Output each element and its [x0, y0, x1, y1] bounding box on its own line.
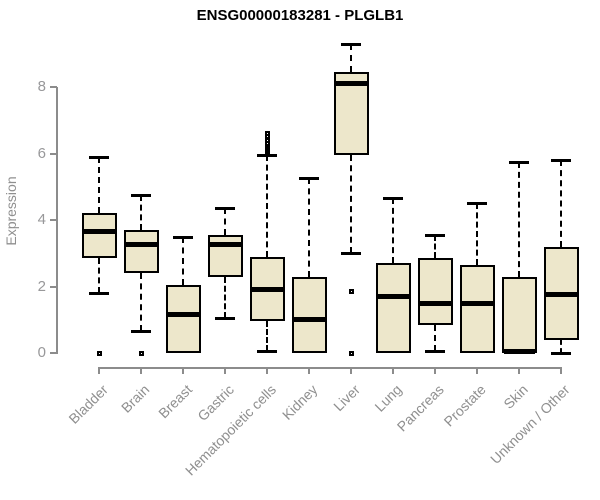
- whisker-lower-pancreas: [434, 324, 436, 352]
- x-tick-label-prostate: Prostate: [440, 381, 489, 430]
- boxplot-skin: [501, 276, 537, 353]
- boxplot-pancreas: [417, 258, 453, 325]
- y-axis-line: [56, 87, 58, 354]
- x-tick-label-kidney: Kidney: [279, 381, 321, 423]
- x-axis-tick: [560, 368, 562, 374]
- whisker-upper-brain: [140, 195, 142, 230]
- median-line-prostate: [461, 300, 493, 306]
- x-axis-tick: [224, 368, 226, 374]
- median-line-pancreas: [419, 300, 451, 306]
- boxplot-breast: [165, 284, 201, 353]
- outlier-marker-bladder: [96, 350, 102, 356]
- y-axis-tick: [50, 86, 57, 88]
- whisker-cap-upper-liver: [341, 42, 361, 46]
- whisker-cap-upper-gastric: [215, 207, 235, 211]
- y-axis-tick: [50, 352, 57, 354]
- y-tick-label: 4: [37, 211, 46, 228]
- whisker-cap-upper-pancreas: [425, 233, 445, 237]
- median-line-unknown-other: [545, 292, 577, 298]
- median-line-skin: [503, 348, 535, 354]
- y-axis-tick: [50, 152, 57, 155]
- x-tick-label-skin: Skin: [500, 381, 531, 412]
- x-tick-label-bladder: Bladder: [65, 381, 111, 427]
- whisker-cap-lower-bladder: [89, 292, 109, 296]
- whisker-cap-upper-brain: [131, 194, 151, 198]
- x-axis-tick: [182, 368, 184, 374]
- median-line-kidney: [293, 317, 325, 323]
- whisker-cap-lower-pancreas: [425, 350, 445, 354]
- median-line-bladder: [83, 229, 115, 235]
- outlier-marker-brain: [138, 350, 144, 356]
- whisker-upper-liver: [350, 43, 352, 73]
- whisker-lower-hematopoietic-cells: [266, 321, 268, 352]
- x-axis-tick: [392, 368, 394, 374]
- whisker-cap-lower-liver: [341, 252, 361, 256]
- x-axis-tick: [266, 368, 268, 374]
- whisker-cap-upper-unknown-other: [551, 159, 571, 163]
- median-line-liver: [335, 81, 367, 87]
- median-line-brain: [125, 242, 157, 248]
- whisker-upper-unknown-other: [560, 160, 562, 247]
- x-axis-line: [98, 367, 562, 369]
- whisker-cap-upper-skin: [509, 160, 529, 164]
- boxplot-prostate: [459, 264, 495, 353]
- whisker-lower-brain: [140, 273, 142, 332]
- median-line-lung: [377, 293, 409, 299]
- y-axis-tick: [50, 285, 57, 288]
- whisker-upper-bladder: [98, 156, 100, 214]
- whisker-cap-upper-breast: [173, 235, 193, 239]
- whisker-cap-lower-brain: [131, 330, 151, 334]
- x-axis-tick: [476, 368, 478, 374]
- whisker-upper-pancreas: [434, 234, 436, 259]
- whisker-upper-prostate: [476, 203, 478, 265]
- x-axis-tick: [308, 368, 310, 374]
- whisker-cap-upper-lung: [383, 197, 403, 201]
- median-line-gastric: [209, 242, 241, 248]
- x-axis-tick: [518, 368, 520, 374]
- whisker-upper-gastric: [224, 208, 226, 235]
- y-tick-label: 8: [37, 78, 46, 95]
- y-tick-label: 2: [37, 277, 46, 295]
- x-tick-label-liver: Liver: [329, 381, 363, 415]
- boxplot-kidney: [291, 276, 327, 353]
- whisker-upper-kidney: [308, 178, 310, 277]
- x-tick-label-unknown-other: Unknown / Other: [487, 381, 573, 467]
- whisker-cap-lower-hematopoietic-cells: [257, 350, 277, 354]
- x-axis-tick: [98, 368, 100, 374]
- whisker-upper-lung: [392, 198, 394, 264]
- whisker-cap-upper-bladder: [89, 155, 109, 159]
- boxplot-lung: [375, 263, 411, 353]
- chart-title: ENSG00000183281 - PLGLB1: [196, 7, 404, 24]
- whisker-cap-upper-prostate: [467, 202, 487, 206]
- outlier-marker-liver: [348, 288, 354, 294]
- boxplot-brain: [123, 229, 159, 274]
- whisker-lower-gastric: [224, 276, 226, 319]
- x-axis-tick: [140, 368, 142, 374]
- whisker-upper-breast: [182, 236, 184, 285]
- y-tick-label: 0: [37, 344, 46, 361]
- y-axis-tick: [50, 219, 57, 221]
- boxplot-bladder: [81, 213, 117, 259]
- whisker-upper-skin: [518, 161, 520, 277]
- x-axis-tick: [350, 368, 352, 374]
- boxplot-gastric: [207, 234, 243, 277]
- whisker-lower-unknown-other: [560, 339, 562, 353]
- whisker-lower-bladder: [98, 258, 100, 294]
- y-tick-label: 6: [37, 144, 46, 162]
- median-line-hematopoietic-cells: [251, 287, 283, 293]
- whisker-cap-lower-unknown-other: [551, 352, 571, 355]
- x-tick-label-lung: Lung: [371, 381, 405, 415]
- x-axis-tick: [434, 368, 436, 374]
- whisker-cap-lower-gastric: [215, 317, 235, 321]
- outlier-marker-liver: [348, 350, 354, 356]
- whisker-cap-upper-hematopoietic-cells: [257, 154, 277, 158]
- x-tick-label-breast: Breast: [154, 381, 195, 422]
- x-tick-label-brain: Brain: [118, 381, 153, 416]
- outlier-marker-hematopoietic-cells: [264, 131, 270, 137]
- median-line-breast: [167, 312, 199, 318]
- whisker-lower-liver: [350, 155, 352, 254]
- whisker-cap-upper-kidney: [299, 177, 319, 181]
- whisker-upper-hematopoietic-cells: [266, 155, 268, 257]
